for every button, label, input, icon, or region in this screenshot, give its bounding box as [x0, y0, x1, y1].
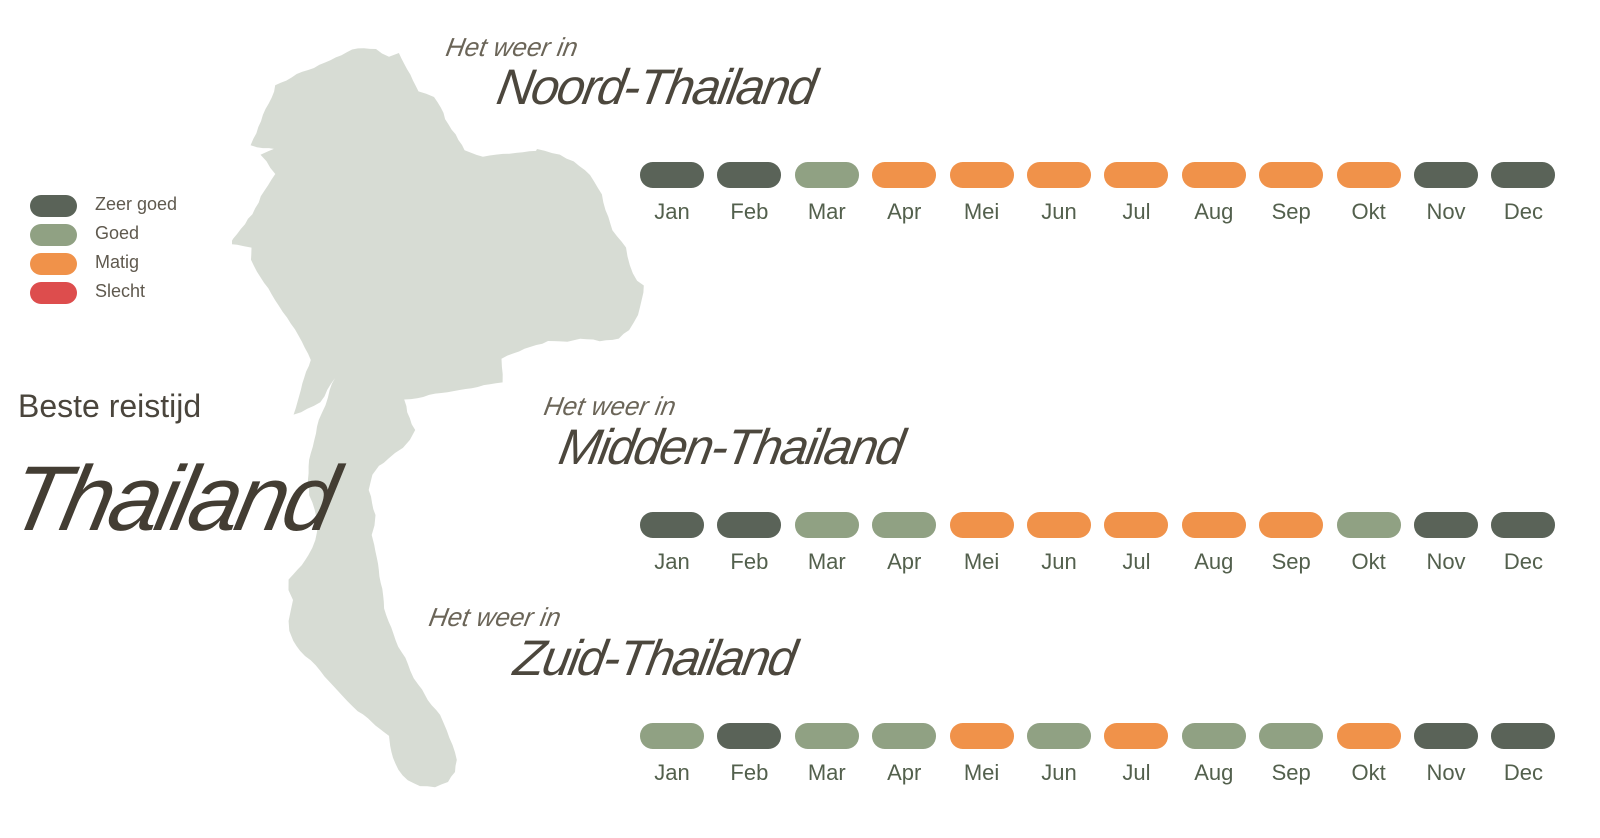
svg-text:Thailand: Thailand: [1, 447, 351, 550]
